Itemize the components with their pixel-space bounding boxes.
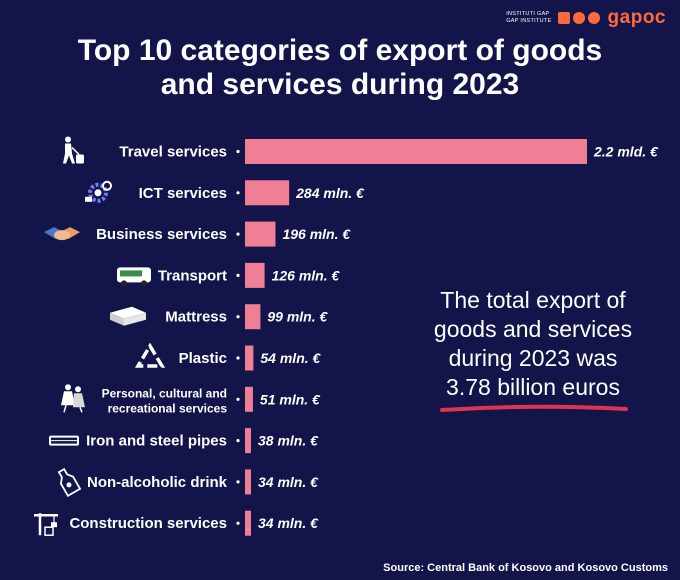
label-dot (236, 439, 240, 443)
label-dot (236, 356, 240, 360)
logo-subtitle: INSTITUTI GAP GAP INSTITUTE (506, 11, 551, 25)
chart-title-line2: and services during 2023 (160, 68, 520, 101)
ict-gears-icon (85, 180, 112, 203)
highlight-underline (440, 404, 628, 412)
category-label: Iron and steel pipes (86, 433, 227, 450)
bar (245, 180, 290, 206)
value-label: 38 mln. € (258, 433, 319, 449)
value-label: 126 mln. € (272, 267, 341, 283)
callout-line2: goods and services (433, 316, 633, 342)
label-dots (236, 149, 240, 525)
bar (245, 510, 251, 536)
label-dot (236, 273, 240, 277)
logo-subtitle-line2: GAP INSTITUTE (506, 18, 552, 24)
callout-line1: The total export of (440, 287, 626, 313)
category-label: Construction services (69, 515, 227, 532)
label-dot (236, 315, 240, 319)
category-label: Travel services (119, 144, 227, 161)
value-label: 2.2 mld. € (593, 144, 659, 160)
callout-line3: during 2023 was (448, 345, 618, 371)
category-label: Business services (96, 226, 227, 243)
bar (245, 139, 587, 164)
value-labels: 2.2 mld. € 284 mln. € 196 mln. € 126 mln. €… (258, 144, 659, 532)
bar (245, 345, 254, 371)
category-label: Mattress (165, 309, 227, 326)
category-label: Non-alcoholic drink (87, 474, 228, 491)
label-dot (236, 480, 240, 484)
category-label: Transport (158, 267, 227, 284)
total-export-callout: The total export of goods and services d… (418, 286, 648, 402)
crane-icon (34, 513, 58, 536)
chart-title-line1: Top 10 categories of export of goods (77, 34, 603, 67)
bottle-icon (57, 467, 82, 498)
bar (245, 221, 276, 247)
dancers-icon (61, 384, 85, 413)
chart-title: Top 10 categories of export of goods and… (0, 34, 680, 102)
logo: INSTITUTI GAP GAP INSTITUTE gapoc (506, 8, 666, 28)
mattress-icon (110, 306, 146, 326)
label-dot (236, 191, 240, 195)
category-label: Personal, cultural and recreational servi… (102, 386, 228, 415)
value-label: 99 mln. € (267, 309, 328, 325)
traveler-luggage-icon (63, 136, 84, 164)
value-label: 284 mln. € (295, 185, 365, 201)
value-label: 34 mln. € (258, 515, 319, 531)
recycle-icon (134, 342, 166, 368)
bar (245, 386, 253, 412)
value-label: 196 mln. € (282, 226, 351, 242)
bars (245, 139, 587, 536)
value-label: 54 mln. € (260, 350, 321, 366)
bar (245, 304, 261, 330)
source-note: Source: Central Bank of Kosovo and Kosov… (383, 562, 668, 574)
handshake-icon (44, 227, 80, 241)
label-dot (236, 397, 240, 401)
value-label: 51 mln. € (260, 391, 321, 407)
steel-pipe-icon (49, 435, 79, 446)
logo-subtitle-line1: INSTITUTI GAP (506, 11, 550, 17)
category-label: Plastic (179, 350, 227, 367)
category-icons (34, 136, 166, 536)
callout-highlight: 3.78 billion euros (446, 374, 620, 400)
label-dot (236, 149, 240, 154)
bar (245, 262, 265, 288)
label-dot (236, 521, 240, 525)
logo-wordmark: gapoc (607, 7, 666, 28)
value-label: 34 mln. € (258, 474, 319, 490)
category-label: ICT services (139, 185, 227, 202)
logo-dots-icon (557, 12, 600, 24)
label-dot (236, 232, 240, 236)
bus-icon (117, 267, 151, 287)
bar (245, 428, 251, 454)
bar (245, 469, 251, 495)
category-labels: Travel services ICT services Business serv… (69, 144, 227, 533)
